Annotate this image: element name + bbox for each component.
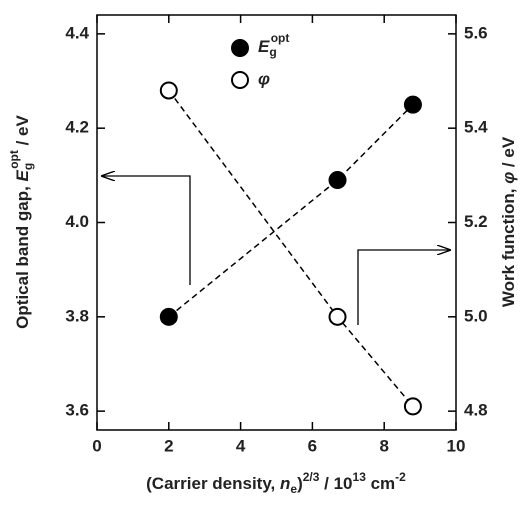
arrow-right xyxy=(357,250,450,325)
legend-marker xyxy=(231,39,249,57)
x-tick-label: 2 xyxy=(164,436,173,455)
y2-tick-label: 5.4 xyxy=(464,118,488,137)
x-tick-label: 10 xyxy=(447,436,466,455)
arrow-left xyxy=(102,176,191,285)
data-point xyxy=(403,95,422,114)
data-point xyxy=(159,81,178,100)
x-tick-label: 8 xyxy=(379,436,388,455)
legend-label: Egopt xyxy=(258,31,289,59)
y-tick-label: 3.6 xyxy=(65,401,89,420)
y-tick-label: 4.2 xyxy=(65,118,89,137)
y-axis-label: Optical band gap, Egopt / eV xyxy=(7,115,35,329)
x-tick-label: 4 xyxy=(236,436,246,455)
y-tick-label: 3.8 xyxy=(65,306,89,325)
fit-line xyxy=(168,90,414,407)
y-tick-label: 4.0 xyxy=(65,212,89,231)
y2-tick-label: 5.2 xyxy=(464,212,488,231)
data-point xyxy=(159,307,178,326)
data-point xyxy=(403,397,422,416)
fit-line xyxy=(168,104,414,318)
x-tick-label: 6 xyxy=(308,436,317,455)
legend-label: φ xyxy=(258,69,270,88)
y2-tick-label: 4.8 xyxy=(464,401,488,420)
plot-frame xyxy=(96,14,457,431)
data-point xyxy=(328,307,347,326)
x-axis-label: (Carrier density, ne)2/3 / 1013 cm-2 xyxy=(146,470,406,496)
y2-tick-label: 5.0 xyxy=(464,306,488,325)
legend-marker xyxy=(231,71,249,89)
y-tick-label: 4.4 xyxy=(65,23,89,42)
x-tick-label: 0 xyxy=(92,436,101,455)
data-point xyxy=(328,171,347,190)
y2-axis-label: Work function, φ / eV xyxy=(499,136,518,307)
y2-tick-label: 5.6 xyxy=(464,23,488,42)
